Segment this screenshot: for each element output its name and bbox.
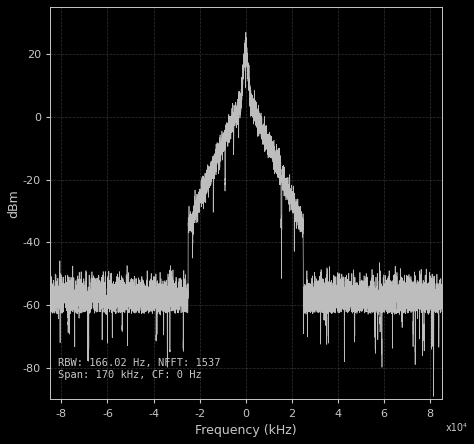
X-axis label: Frequency (kHz): Frequency (kHz) bbox=[195, 424, 297, 437]
Text: RBW: 166.02 Hz, NFFT: 1537
Span: 170 kHz, CF: 0 Hz: RBW: 166.02 Hz, NFFT: 1537 Span: 170 kHz… bbox=[58, 358, 220, 380]
Text: x10⁴: x10⁴ bbox=[446, 423, 467, 433]
Y-axis label: dBm: dBm bbox=[7, 189, 20, 218]
